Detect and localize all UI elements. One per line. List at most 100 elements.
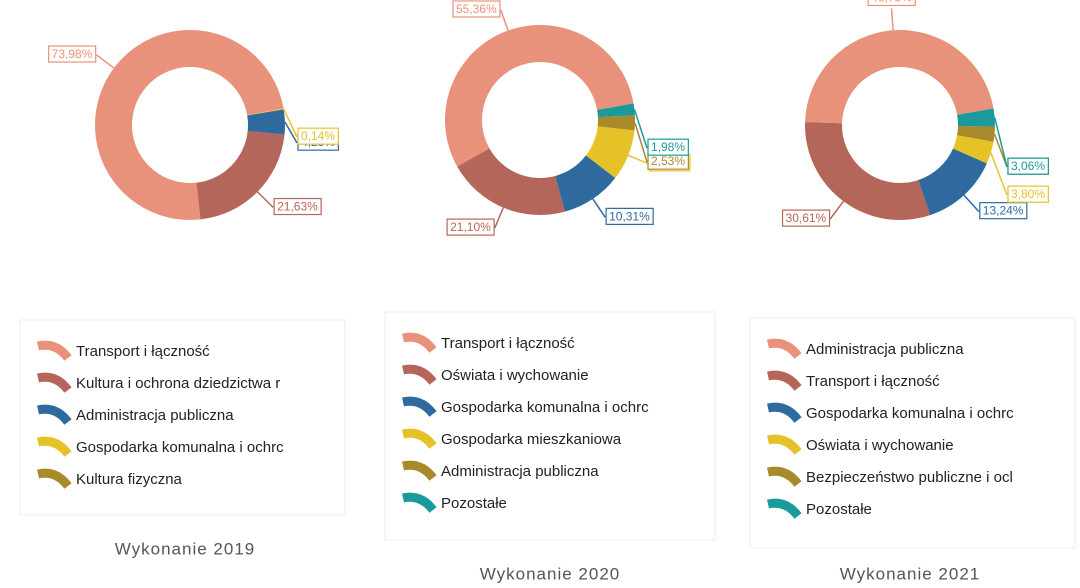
legend-swatch [37, 372, 72, 393]
legend-label: Pozostałe [806, 501, 872, 518]
donut-slice [957, 108, 995, 127]
chart-title: Wykonanie 2020 [480, 564, 621, 583]
legend-swatch [767, 466, 802, 487]
legend: Transport i łączność Oświata i wychowanie… [402, 332, 649, 513]
data-label-box [48, 45, 97, 63]
legend-swatch [767, 338, 802, 359]
legend-label: Transport i łączność [806, 373, 940, 390]
donut-slice [805, 30, 994, 124]
data-label: 1,98% [651, 140, 685, 154]
legend-label: Administracja publiczna [441, 463, 599, 480]
legend-swatch [37, 436, 72, 457]
leader-line [633, 109, 648, 149]
legend: Transport i łączność Kultura i ochrona dz… [37, 340, 284, 489]
donut-slice [445, 25, 634, 167]
donut-slice [585, 126, 635, 179]
legend: Administracja publiczna Transport i łączn… [767, 338, 1014, 519]
legend-swatch [402, 364, 437, 385]
legend-label: Transport i łączność [76, 343, 210, 360]
donut-slice [247, 109, 285, 135]
data-label: 46,75% [871, 0, 912, 4]
donut-slice [957, 126, 995, 142]
legend-label: Gospodarka mieszkaniowa [441, 431, 622, 448]
leader-line [494, 207, 504, 229]
donut-slice [805, 122, 931, 220]
legend-box [19, 319, 346, 516]
data-label: 0,14% [301, 129, 335, 143]
data-label: 21,10% [450, 220, 491, 234]
donut-slice [555, 155, 616, 212]
data-label: 55,36% [456, 2, 497, 16]
leader-line [499, 9, 509, 31]
legend-swatch [402, 428, 437, 449]
chart-title: Wykonanie 2021 [840, 564, 981, 583]
data-label: 13,24% [983, 204, 1024, 218]
data-label: 3,06% [1011, 159, 1045, 173]
legend-label: Oświata i wychowanie [806, 437, 954, 454]
data-label-box [1007, 185, 1049, 203]
leader-line [256, 191, 274, 208]
legend-label: Gospodarka komunalna i ochrc [76, 439, 284, 456]
legend-label: Administracja publiczna [806, 341, 964, 358]
leader-line [592, 198, 606, 218]
data-label-box [452, 0, 501, 18]
legend-swatch [767, 498, 802, 519]
data-label-box [647, 138, 689, 156]
data-label: 10,31% [609, 209, 650, 223]
data-label-box [979, 202, 1028, 220]
data-label-box [297, 127, 339, 145]
donut-slice [918, 148, 987, 216]
data-label: 3,80% [1011, 187, 1045, 201]
legend-swatch [402, 332, 437, 353]
legend-box [384, 311, 716, 541]
legend-box [749, 317, 1076, 549]
data-label: 21,63% [277, 200, 318, 214]
donut-slice [247, 108, 284, 116]
legend-label: Pozostałe [441, 495, 507, 512]
data-label: 73,98% [52, 47, 93, 61]
leader-line [634, 122, 648, 163]
legend-swatch [767, 402, 802, 423]
leader-line [627, 154, 649, 165]
donut-slice [95, 30, 284, 221]
data-label-box [1007, 157, 1049, 175]
legend-label: Administracja publiczna [76, 407, 234, 424]
chart-title: Wykonanie 2019 [115, 539, 256, 558]
legend-label: Transport i łączność [441, 335, 575, 352]
data-label: 30,61% [786, 211, 827, 225]
legend-swatch [402, 492, 437, 513]
legend-swatch [37, 340, 72, 361]
donut-slice [457, 148, 565, 215]
leader-line [284, 121, 298, 144]
legend-label: Bezpieczeństwo publiczne i ocl [806, 469, 1013, 486]
legend-label: Gospodarka komunalna i ochrc [441, 399, 649, 416]
data-label-box [446, 218, 495, 236]
leader-line [829, 200, 844, 220]
legend-swatch [402, 460, 437, 481]
legend-label: Kultura i ochrona dziedzictwa r [76, 375, 280, 392]
legend-swatch [767, 434, 802, 455]
donut-slice [597, 103, 635, 118]
data-label-box [273, 197, 322, 216]
donut-slice [597, 115, 636, 131]
legend-swatch [767, 370, 802, 391]
data-label-box [781, 209, 831, 227]
leader-line [963, 194, 980, 213]
donut-slice [247, 108, 284, 115]
leader-line [95, 54, 115, 69]
legend-swatch [37, 468, 72, 489]
leader-line [282, 108, 298, 138]
donut-slice [953, 135, 994, 164]
legend-label: Oświata i wychowanie [441, 367, 589, 384]
leader-line [890, 8, 894, 31]
legend-label: Kultura fizyczna [76, 471, 183, 488]
leader-line [990, 152, 1008, 196]
data-label-box [605, 207, 654, 225]
legend-swatch [37, 404, 72, 425]
donut-slice [196, 130, 285, 220]
leader-line [993, 117, 1008, 168]
legend-label: Gospodarka komunalna i ochrc [806, 405, 1014, 422]
legend-swatch [402, 396, 437, 417]
data-label-box [867, 0, 916, 7]
